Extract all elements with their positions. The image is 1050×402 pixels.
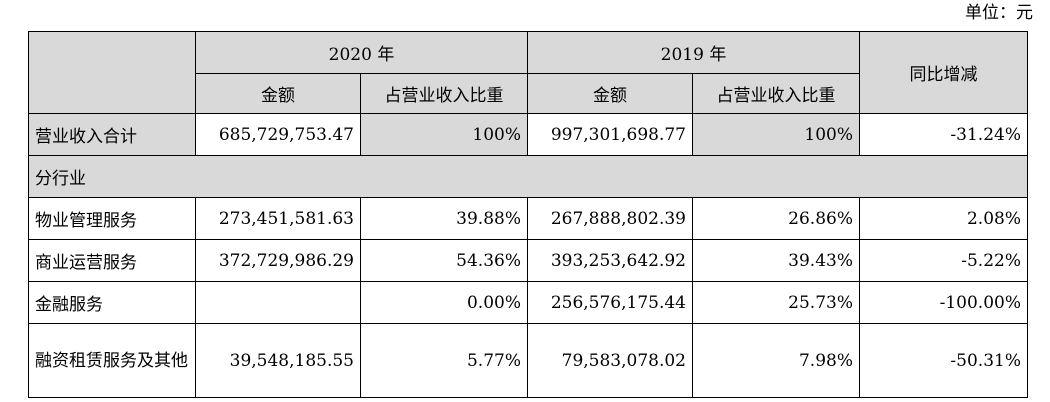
ratio-2019: 26.86% — [692, 197, 860, 240]
section-row: 分行业 — [28, 155, 1028, 198]
header-row-years: 2020 年 2019 年 同比增减 — [28, 31, 1028, 114]
amount-2019: 79,583,078.02 — [527, 323, 693, 398]
amount-2019: 393,253,642.92 — [527, 239, 693, 282]
ratio-2020: 0.00% — [360, 281, 528, 324]
table-row: 融资租赁服务及其他 39,548,185.55 5.77% 79,583,078… — [28, 323, 1028, 398]
header-amount-2020: 金额 — [195, 73, 361, 114]
yoy-change: -31.24% — [859, 113, 1028, 156]
section-label: 分行业 — [28, 155, 1028, 198]
header-year-2019: 2019 年 — [527, 31, 860, 74]
table-row: 营业收入合计 685,729,753.47 100% 997,301,698.7… — [28, 113, 1028, 156]
amount-2019: 267,888,802.39 — [527, 197, 693, 240]
table-row: 金融服务 0.00% 256,576,175.44 25.73% -100.00… — [28, 281, 1028, 324]
ratio-2020: 100% — [360, 113, 528, 156]
amount-2020 — [195, 281, 361, 324]
header-blank-cell — [28, 31, 196, 114]
amount-2019: 997,301,698.77 — [527, 113, 693, 156]
yoy-change: -5.22% — [859, 239, 1028, 282]
ratio-2020: 5.77% — [360, 323, 528, 398]
header-year-2020: 2020 年 — [195, 31, 528, 74]
yoy-change: 2.08% — [859, 197, 1028, 240]
header-ratio-2020: 占营业收入比重 — [360, 73, 528, 114]
row-label: 商业运营服务 — [28, 239, 196, 282]
row-label: 融资租赁服务及其他 — [28, 323, 196, 398]
header-row-subcols: 金额 占营业收入比重 金额 占营业收入比重 — [29, 73, 1028, 114]
ratio-2020: 54.36% — [360, 239, 528, 282]
amount-2020: 39,548,185.55 — [195, 323, 361, 398]
row-label: 营业收入合计 — [28, 113, 196, 156]
row-label: 金融服务 — [28, 281, 196, 324]
ratio-2019: 7.98% — [692, 323, 860, 398]
header-amount-2019: 金额 — [527, 73, 693, 114]
header-yoy: 同比增减 — [859, 31, 1028, 114]
header-ratio-2019: 占营业收入比重 — [692, 73, 860, 114]
ratio-2019: 39.43% — [692, 239, 860, 282]
amount-2020: 685,729,753.47 — [195, 113, 361, 156]
ratio-2019: 25.73% — [692, 281, 860, 324]
revenue-table: 2020 年 2019 年 同比增减 金额 占营业收入比重 金额 占营业收入比重… — [28, 31, 1028, 398]
unit-label: 单位：元 — [965, 3, 1033, 23]
ratio-2019: 100% — [692, 113, 860, 156]
table-row: 物业管理服务 273,451,581.63 39.88% 267,888,802… — [28, 197, 1028, 240]
yoy-change: -50.31% — [859, 323, 1028, 398]
table-row: 商业运营服务 372,729,986.29 54.36% 393,253,642… — [28, 239, 1028, 282]
amount-2020: 372,729,986.29 — [195, 239, 361, 282]
yoy-change: -100.00% — [859, 281, 1028, 324]
row-label: 物业管理服务 — [28, 197, 196, 240]
amount-2019: 256,576,175.44 — [527, 281, 693, 324]
amount-2020: 273,451,581.63 — [195, 197, 361, 240]
ratio-2020: 39.88% — [360, 197, 528, 240]
